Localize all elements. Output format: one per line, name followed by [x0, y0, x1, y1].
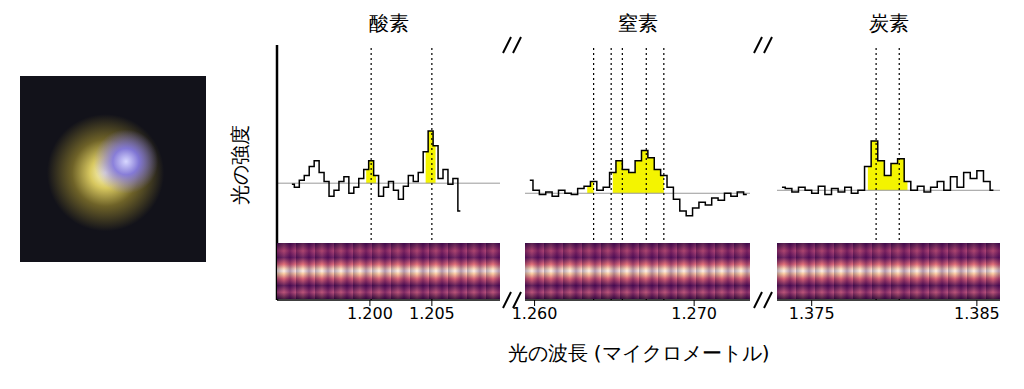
svg-text:1.375: 1.375: [789, 304, 835, 323]
svg-text:1.200: 1.200: [347, 304, 393, 323]
html-text:炭素: 炭素: [868, 11, 909, 35]
html-text:窒素: 窒素: [617, 11, 658, 35]
svg-text:1.270: 1.270: [671, 304, 717, 323]
svg-text:1.260: 1.260: [512, 304, 558, 323]
svg-text:1.385: 1.385: [954, 304, 1000, 323]
svg-text:1.205: 1.205: [409, 304, 455, 323]
html-text:酸素: 酸素: [368, 11, 409, 35]
html-text:光の波長 (マイクロメートル): 光の波長 (マイクロメートル): [507, 341, 770, 365]
html-text:光の強度: 光の強度: [227, 125, 252, 205]
